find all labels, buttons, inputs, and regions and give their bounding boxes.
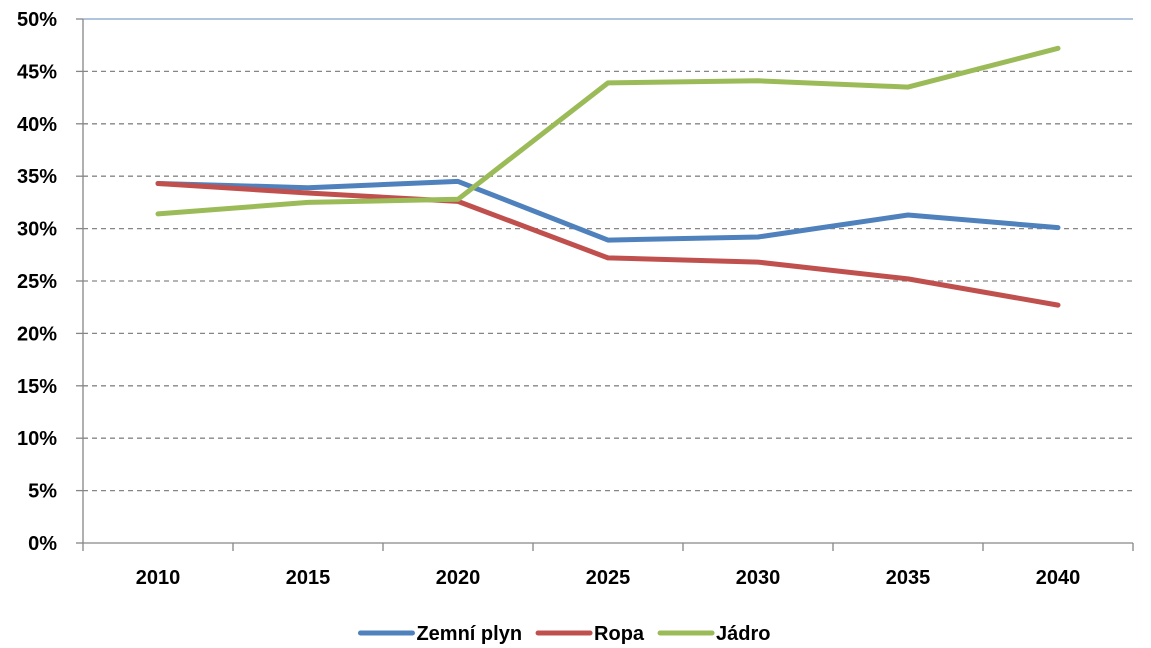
x-tick-label: 2010 [136,567,181,589]
y-tick-label: 5% [28,481,57,503]
series-line-ropa [155,181,1061,308]
x-tick-label: 2015 [286,567,331,589]
x-tick-label: 2030 [736,567,781,589]
y-tick-label: 0% [28,533,57,555]
gridlines [83,18,1133,492]
y-tick-label: 50% [17,9,57,31]
y-tick-label: 30% [17,219,57,241]
x-tick-label: 2040 [1036,567,1081,589]
x-tick-label: 2035 [886,567,931,589]
x-axis-ticks: 2010 2015 2020 2025 2030 2035 2040 [82,543,1134,589]
legend-label: Zemní plyn [416,623,522,645]
y-tick-label: 10% [17,428,57,450]
x-tick-label: 2020 [436,567,481,589]
series-line-jádro [155,45,1061,217]
y-tick-label: 35% [17,166,57,188]
y-tick-label: 20% [17,323,57,345]
y-tick-label: 40% [17,114,57,136]
legend: Zemní plyn Ropa Jádro [357,623,771,645]
y-tick-label: 25% [17,271,57,293]
x-tick-label: 2025 [586,567,631,589]
legend-label: Jádro [716,623,770,645]
y-tick-label: 15% [17,376,57,398]
legend-label: Ropa [594,623,645,645]
y-tick-label: 45% [17,61,57,83]
y-axis-ticks: 0% 5% 10% 15% 20% 25% 30% 35% 40% 45% 50% [17,9,83,555]
series-line-zemní-plyn [155,178,1061,243]
series-lines [155,45,1061,308]
